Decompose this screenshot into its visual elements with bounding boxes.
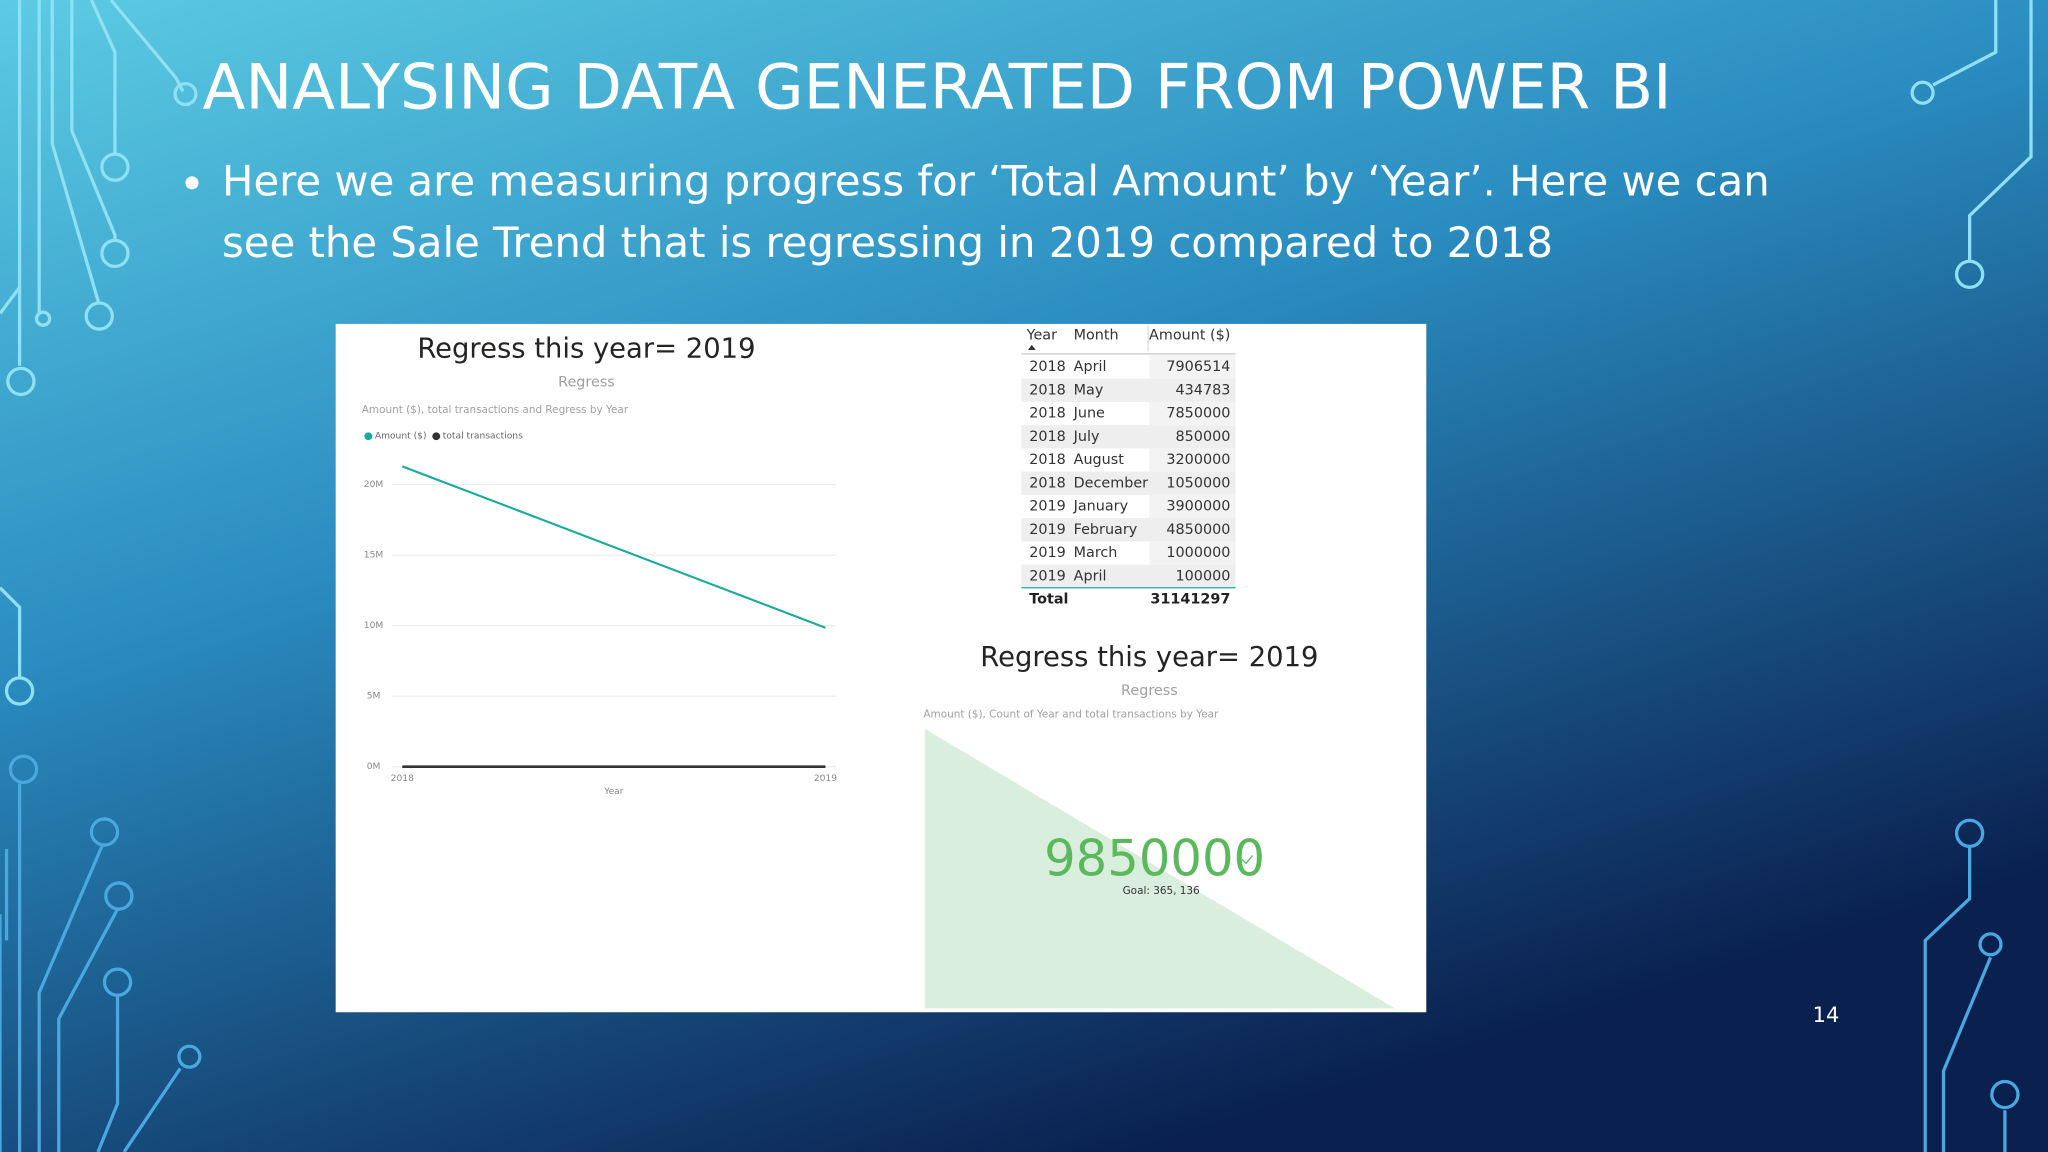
table-cell: May <box>1074 382 1104 398</box>
kpi-title: Regress this year= 2019 <box>980 642 1318 673</box>
y-tick-label: 20M <box>364 480 383 490</box>
kpi-subtitle: Regress <box>1121 683 1178 699</box>
row-shade <box>1021 471 1236 495</box>
table-cell: July <box>1073 429 1100 445</box>
table-cell: April <box>1074 568 1107 584</box>
table-cell: April <box>1074 359 1107 375</box>
row-shade <box>1021 564 1236 588</box>
table-cell: 2018 <box>1029 429 1066 445</box>
table-cell: 2019 <box>1029 499 1066 515</box>
table-cell: 7850000 <box>1166 406 1230 422</box>
table-total-label: Total <box>1029 592 1068 608</box>
bullet-text: see the Sale Trend that is regressing in… <box>222 218 1553 267</box>
cell-shade <box>1149 541 1236 565</box>
table-cell: 2019 <box>1029 545 1066 561</box>
kpi-description: Amount ($), Count of Year and total tran… <box>923 708 1219 720</box>
y-tick-label: 0M <box>367 762 381 772</box>
table-cell: 7906514 <box>1166 359 1230 375</box>
legend-marker <box>364 432 373 441</box>
kpi-check <box>1241 855 1254 865</box>
kpi-area <box>924 728 1395 1009</box>
sort-arrow <box>1027 344 1036 351</box>
x-axis-label: Year <box>603 787 624 797</box>
y-tick-label: 15M <box>364 551 383 561</box>
legend-label: total transactions <box>443 432 523 442</box>
table-cell: August <box>1074 452 1125 468</box>
x-tick-label: 2019 <box>814 774 837 784</box>
table-cell: 4850000 <box>1166 522 1230 538</box>
table-cell: 100000 <box>1176 568 1231 584</box>
row-shade <box>1021 378 1236 402</box>
table-cell: December <box>1074 475 1149 491</box>
cell-shade <box>1149 494 1236 519</box>
y-tick-label: 10M <box>364 621 383 631</box>
cell-shade <box>1149 448 1236 472</box>
chart-subtitle: Regress <box>558 375 615 391</box>
line <box>401 465 826 629</box>
chart-title: Regress this year= 2019 <box>417 334 755 365</box>
table-cell: January <box>1073 499 1129 515</box>
y-tick-label: 5M <box>367 692 381 702</box>
table-cell: 2019 <box>1029 568 1066 584</box>
legend-label: Amount ($) <box>375 432 427 442</box>
bullet-text: Here we are measuring progress for ‘Tota… <box>222 157 1770 206</box>
table-cell: 850000 <box>1176 429 1231 445</box>
row-shade <box>1021 425 1236 449</box>
table-cell: 2019 <box>1029 522 1066 538</box>
table-cell: 1000000 <box>1166 545 1230 561</box>
table-header: Month <box>1074 328 1119 344</box>
table-header: Year <box>1026 328 1057 344</box>
chart-description: Amount ($), total transactions and Regre… <box>362 404 629 416</box>
legend-marker <box>432 432 441 441</box>
table-header: Amount ($) <box>1149 328 1230 344</box>
table-cell: 2018 <box>1029 475 1066 491</box>
table-cell: 434783 <box>1176 382 1231 398</box>
table-cell: 3900000 <box>1166 499 1230 515</box>
page-number: 14 <box>1813 1003 1840 1027</box>
kpi-value: 9850000 <box>1044 830 1265 888</box>
table-cell: 2018 <box>1029 382 1066 398</box>
table-cell: February <box>1074 522 1138 538</box>
report-panel <box>335 323 1427 1013</box>
cell-shade <box>1149 355 1236 379</box>
table-cell: 3200000 <box>1166 452 1230 468</box>
table-cell: 2018 <box>1029 452 1066 468</box>
bullet-dot <box>185 176 199 190</box>
table-cell: 2018 <box>1029 406 1066 422</box>
kpi-goal: Goal: 365, 136 <box>1123 885 1200 897</box>
table-total-value: 31141297 <box>1150 592 1230 608</box>
cell-shade <box>1149 401 1236 426</box>
table-cell: March <box>1074 545 1118 561</box>
table-cell: June <box>1073 406 1105 422</box>
table-cell: 1050000 <box>1166 475 1230 491</box>
x-tick-label: 2018 <box>391 774 414 784</box>
row-shade <box>1021 518 1236 542</box>
slide-title: ANALYSING DATA GENERATED FROM POWER BI <box>202 51 1671 124</box>
table-cell: 2018 <box>1029 359 1066 375</box>
